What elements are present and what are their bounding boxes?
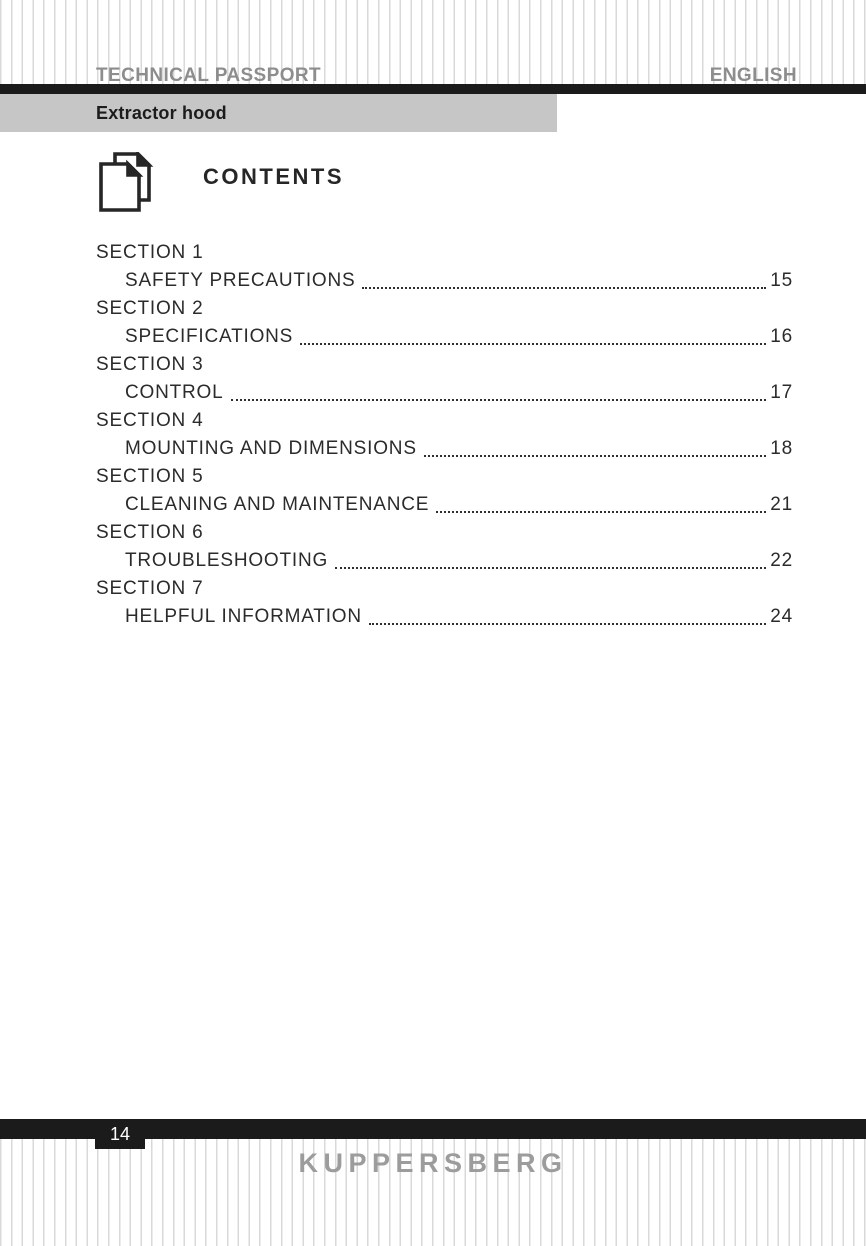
header-divider-bar xyxy=(0,84,866,94)
top-striped-band: TECHNICAL PASSPORT ENGLISH xyxy=(0,0,866,87)
toc-section-label: SECTION 3 xyxy=(96,354,204,375)
toc-entry-title: SPECIFICATIONS xyxy=(125,326,294,347)
toc-page-number: 15 xyxy=(770,270,793,291)
toc-entry-title: HELPFUL INFORMATION xyxy=(125,606,362,627)
toc-dot-leader xyxy=(300,343,766,345)
toc-section-label: SECTION 6 xyxy=(96,522,204,543)
toc-page-number: 24 xyxy=(770,606,793,627)
toc-dot-leader xyxy=(335,567,766,569)
toc-page-number: 18 xyxy=(770,438,793,459)
toc-section-label: SECTION 1 xyxy=(96,242,204,263)
page-header: TECHNICAL PASSPORT ENGLISH xyxy=(96,65,797,87)
toc-entry: CLEANING AND MAINTENANCE 21 xyxy=(96,491,793,519)
toc-page-number: 22 xyxy=(770,550,793,571)
toc-section-label: SECTION 4 xyxy=(96,410,204,431)
toc-page-number: 16 xyxy=(770,326,793,347)
toc-dot-leader xyxy=(423,455,766,457)
toc-entry: SAFETY PRECAUTIONS 15 xyxy=(96,267,793,295)
toc-section: SECTION 7 HELPFUL INFORMATION 24 xyxy=(96,575,793,631)
bottom-striped-band xyxy=(0,1139,866,1246)
toc-dot-leader xyxy=(368,623,766,625)
toc-section: SECTION 4 MOUNTING AND DIMENSIONS 18 xyxy=(96,407,793,463)
toc-page-number: 17 xyxy=(770,382,793,403)
product-bar: Extractor hood xyxy=(0,94,557,132)
toc-entry-title: SAFETY PRECAUTIONS xyxy=(125,270,356,291)
toc-entry: MOUNTING AND DIMENSIONS 18 xyxy=(96,435,793,463)
product-name: Extractor hood xyxy=(96,103,227,123)
page-number-tab: 14 xyxy=(95,1119,145,1149)
page-number: 14 xyxy=(109,1124,131,1144)
document-title: TECHNICAL PASSPORT xyxy=(96,65,322,86)
toc-page-number: 21 xyxy=(770,494,793,515)
toc-entry: TROUBLESHOOTING 22 xyxy=(96,547,793,575)
toc-entry: HELPFUL INFORMATION 24 xyxy=(96,603,793,631)
brand-logo-text: KUPPERSBERG xyxy=(298,1148,568,1178)
toc-entry-title: TROUBLESHOOTING xyxy=(125,550,329,571)
toc-section: SECTION 6 TROUBLESHOOTING 22 xyxy=(96,519,793,575)
footer-divider-bar xyxy=(0,1119,866,1139)
toc-section: SECTION 3 CONTROL 17 xyxy=(96,351,793,407)
toc-section-label: SECTION 7 xyxy=(96,578,204,599)
toc-dot-leader xyxy=(230,399,766,401)
pages-icon xyxy=(99,152,154,212)
toc-section: SECTION 1 SAFETY PRECAUTIONS 15 xyxy=(96,239,793,295)
toc-entry-title: CONTROL xyxy=(125,382,224,403)
toc-entry-title: MOUNTING AND DIMENSIONS xyxy=(125,438,417,459)
toc-entry: SPECIFICATIONS 16 xyxy=(96,323,793,351)
toc-entry: CONTROL 17 xyxy=(96,379,793,407)
toc-section: SECTION 2 SPECIFICATIONS 16 xyxy=(96,295,793,351)
language-label: ENGLISH xyxy=(709,65,797,86)
toc-section-label: SECTION 2 xyxy=(96,298,204,319)
contents-title: CONTENTS xyxy=(203,164,344,189)
toc-entry-title: CLEANING AND MAINTENANCE xyxy=(125,494,430,515)
toc-dot-leader xyxy=(436,511,766,513)
toc-section: SECTION 5 CLEANING AND MAINTENANCE 21 xyxy=(96,463,793,519)
toc-dot-leader xyxy=(362,287,766,289)
table-of-contents: SECTION 1 SAFETY PRECAUTIONS 15 SECTION 2 SP… xyxy=(96,239,793,631)
contents-header: CONTENTS xyxy=(99,152,344,212)
toc-section-label: SECTION 5 xyxy=(96,466,204,487)
